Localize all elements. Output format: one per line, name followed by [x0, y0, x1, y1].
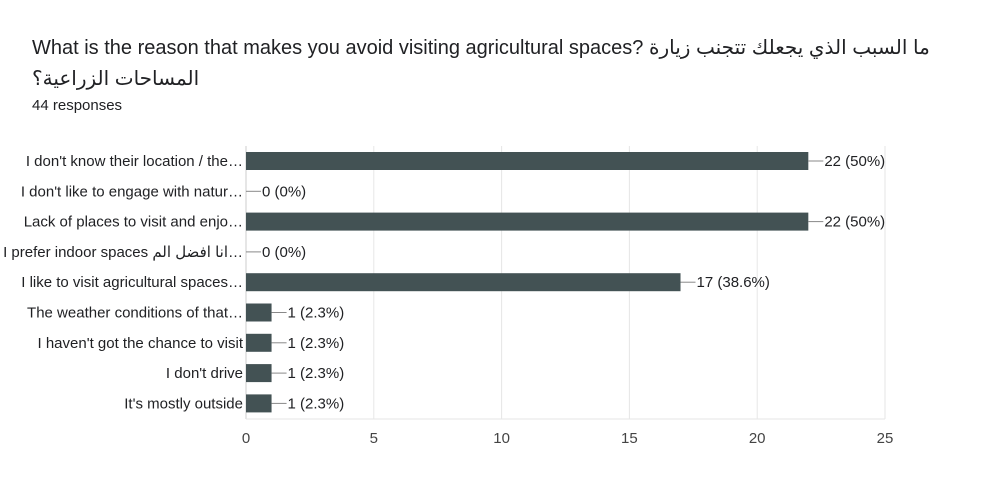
x-tick-label-5: 25: [877, 430, 894, 447]
response-count: 44 responses: [32, 97, 123, 114]
category-label-2: Lack of places to visit and enjo…: [24, 214, 243, 231]
x-tick-label-1: 5: [370, 430, 378, 447]
category-label-8: It's mostly outside: [124, 395, 243, 412]
bar-4: [246, 273, 681, 292]
value-label-3: 0 (0%): [262, 244, 306, 261]
bar-5: [246, 303, 272, 322]
question-title: What is the reason that makes you avoid …: [32, 37, 930, 90]
bar-6: [246, 333, 272, 352]
x-tick-label-3: 15: [621, 430, 638, 447]
category-label-6: I haven't got the chance to visit: [38, 335, 244, 352]
value-label-0: 22 (50%): [824, 153, 885, 170]
value-label-5: 1 (2.3%): [288, 305, 345, 322]
value-label-7: 1 (2.3%): [288, 365, 345, 382]
bar-7: [246, 364, 272, 383]
value-label-2: 22 (50%): [824, 214, 885, 231]
bar-0: [246, 152, 809, 170]
category-label-3: I prefer indoor spaces انا افضل الم…: [3, 244, 243, 261]
bar-8: [246, 394, 272, 413]
bar-2: [246, 212, 809, 231]
category-label-0: I don't know their location / the…: [26, 153, 243, 170]
value-label-8: 1 (2.3%): [288, 395, 345, 412]
category-label-7: I don't drive: [166, 365, 243, 382]
value-label-4: 17 (38.6%): [697, 274, 770, 291]
category-label-4: I like to visit agricultural spaces…: [21, 274, 243, 291]
x-tick-label-0: 0: [242, 430, 250, 447]
value-label-1: 0 (0%): [262, 183, 306, 200]
x-tick-label-4: 20: [749, 430, 766, 447]
x-tick-label-2: 10: [493, 430, 510, 447]
category-label-5: The weather conditions of that…: [27, 305, 243, 322]
category-label-1: I don't like to engage with natur…: [21, 183, 243, 200]
value-label-6: 1 (2.3%): [288, 335, 345, 352]
